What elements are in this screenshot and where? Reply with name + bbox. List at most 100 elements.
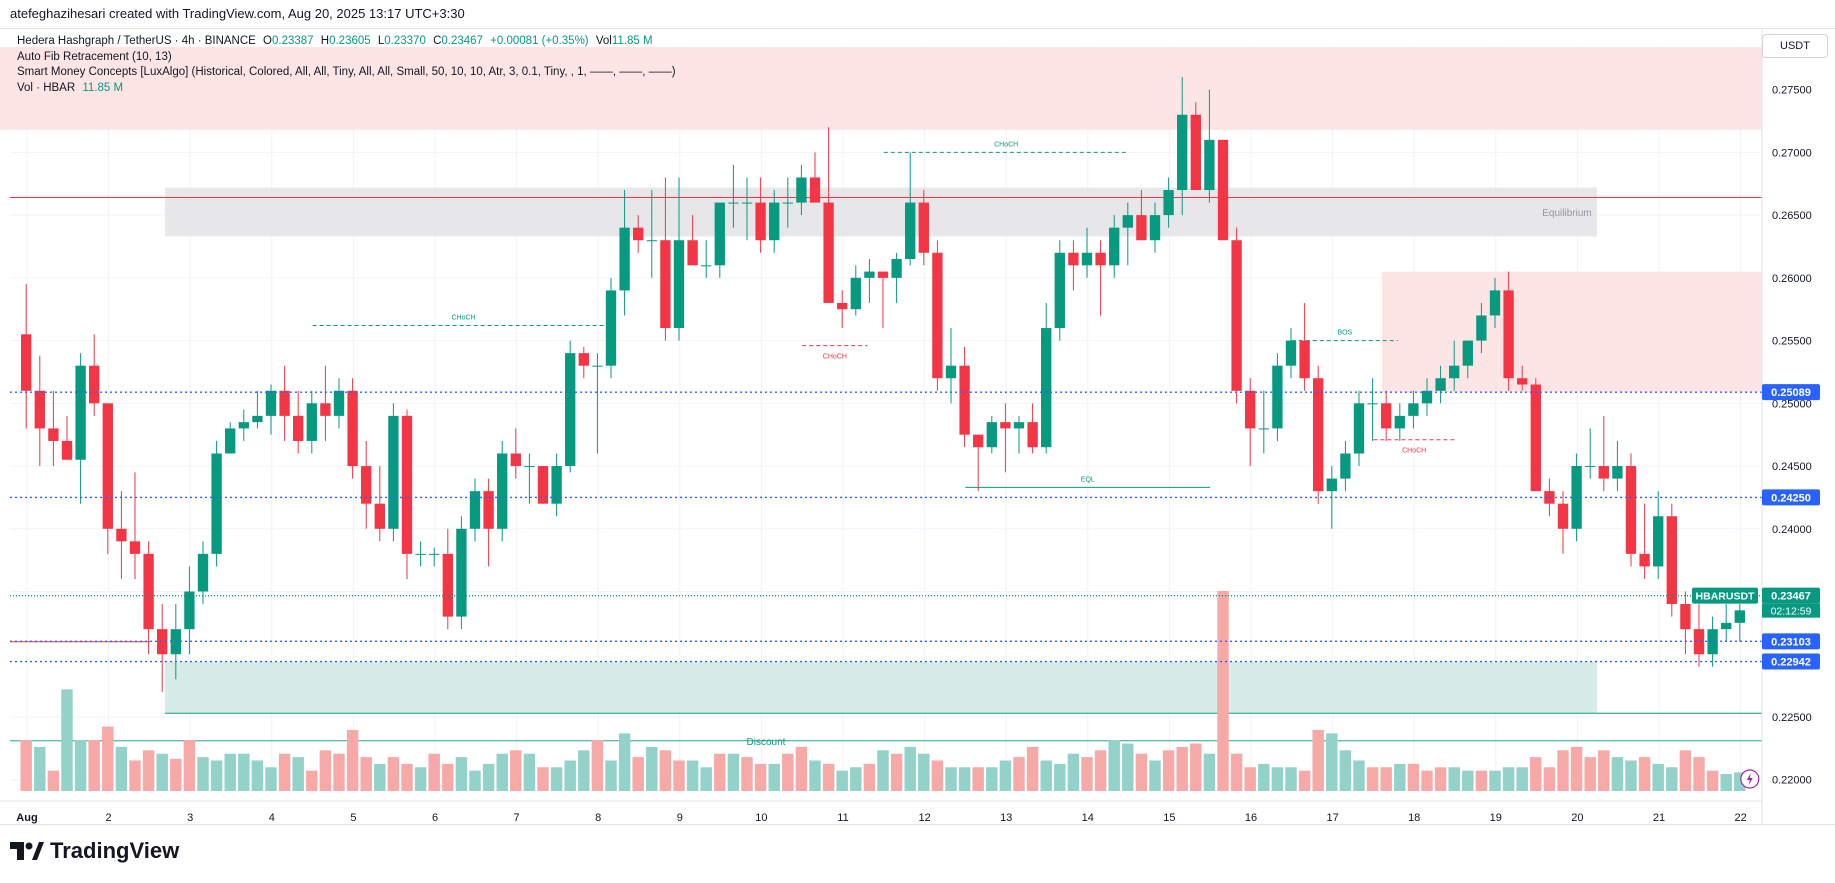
volume-bar	[890, 753, 903, 791]
candle-body	[1680, 604, 1691, 630]
volume-bar	[1666, 767, 1678, 791]
candle-body	[361, 466, 372, 504]
candle-body	[415, 553, 426, 555]
time-axis-tick: 12	[918, 812, 930, 824]
candle-body	[1326, 478, 1337, 492]
candle-body	[809, 177, 821, 203]
currency-button[interactable]: USDT	[1762, 34, 1828, 58]
time-axis-tick: 10	[755, 812, 767, 824]
volume-bar	[1013, 757, 1025, 791]
volume-bar	[686, 760, 699, 791]
structure-label-choch: CHoCH	[994, 141, 1018, 148]
chart-canvas[interactable]: Equilibrium Discount CHoCH CHoCH CHoCH BOS CHo…	[0, 29, 1835, 824]
candle-body	[21, 334, 32, 391]
volume-bar	[292, 757, 304, 791]
candle-body	[75, 365, 86, 460]
volume-bar	[605, 760, 617, 791]
volume-bar	[836, 770, 848, 791]
volume-bar	[768, 763, 780, 791]
candle-body	[1217, 139, 1229, 241]
candle-body	[102, 403, 113, 529]
volume-bar	[1720, 774, 1732, 791]
candle-body	[1000, 422, 1011, 429]
price-axis-tick: 0.22000	[1772, 775, 1812, 787]
candle-body	[306, 403, 317, 441]
candle-body	[1353, 403, 1365, 454]
volume-bar	[795, 746, 808, 791]
volume-bar	[754, 763, 767, 791]
volume-bar	[618, 733, 631, 791]
candle-body	[197, 553, 209, 592]
ohlc-high-label: H	[320, 35, 330, 47]
volume-bar	[1693, 757, 1705, 791]
volume-bar	[278, 753, 291, 791]
indicator-volume-row[interactable]: Vol · HBAR 11.85 M	[17, 81, 676, 97]
volume-bar	[306, 770, 318, 791]
volume-bar	[319, 750, 332, 791]
volume-bar	[170, 758, 182, 791]
volume-bar	[414, 767, 427, 791]
volume-label: Vol	[595, 35, 612, 47]
candle-body	[388, 415, 399, 529]
time-axis-tick: 9	[677, 812, 683, 824]
volume-bar	[918, 753, 930, 791]
price-axis-tick: 0.27000	[1772, 147, 1812, 159]
volume-bar	[1462, 770, 1474, 791]
candle-body	[333, 390, 345, 416]
time-axis-tick: 15	[1163, 812, 1175, 824]
indicator-smc-row[interactable]: Smart Money Concepts [LuxAlgo] (Historic…	[17, 66, 676, 78]
volume-bar	[360, 757, 372, 791]
volume-bar	[47, 770, 60, 791]
volume-bar	[34, 746, 46, 791]
candle-body	[1489, 290, 1501, 316]
candle-body	[850, 277, 861, 310]
symbol-legend-row[interactable]: Hedera Hashgraph / TetherUS · 4h · BINAN…	[17, 34, 676, 50]
countdown-text: 02:12:59	[1771, 606, 1812, 618]
candle-body	[537, 466, 549, 504]
indicator-fib-row[interactable]: Auto Fib Retracement (10, 13)	[17, 50, 172, 63]
candle-body	[238, 422, 249, 429]
symbol-title[interactable]: Hedera Hashgraph / TetherUS · 4h · BINAN…	[17, 35, 256, 47]
price-axis-tick: 0.22500	[1772, 712, 1812, 724]
volume-bar	[1271, 767, 1284, 791]
volume-bar	[1530, 757, 1542, 791]
volume-bar	[1230, 753, 1243, 791]
publisher-caption: atefeghazihesari created with TradingVie…	[10, 6, 465, 21]
candle-body	[1313, 378, 1324, 492]
candle-body	[1394, 415, 1405, 429]
time-axis-tick: 14	[1082, 812, 1094, 824]
candle-body	[1054, 252, 1065, 329]
volume-value: 11.85 M	[611, 35, 653, 47]
volume-bar	[496, 753, 508, 791]
candle-body	[1272, 365, 1283, 429]
time-axis-tick: 5	[350, 812, 356, 824]
candle-body	[578, 353, 589, 366]
volume-bar	[442, 763, 454, 791]
volume-bar	[197, 757, 209, 791]
structure-label-eql: EQL	[1081, 476, 1095, 483]
volume-bar	[659, 750, 672, 791]
candle-body	[837, 302, 848, 310]
volume-bar	[251, 760, 264, 791]
volume-bar	[346, 729, 359, 791]
volume-bar	[1407, 763, 1420, 791]
candle-body	[673, 240, 685, 329]
candle-body	[265, 390, 277, 416]
volume-bar	[1543, 767, 1556, 791]
candle-body	[1707, 629, 1718, 655]
time-axis-tick: 4	[269, 812, 275, 824]
volume-bar	[265, 767, 277, 791]
candle-body	[442, 553, 453, 617]
volume-bar	[210, 760, 223, 791]
volume-bar	[931, 760, 944, 791]
candle-body	[864, 271, 875, 278]
candle-body	[646, 240, 657, 242]
candle-body	[1122, 215, 1133, 228]
volume-bar	[727, 753, 740, 791]
chart-area[interactable]: Equilibrium Discount CHoCH CHoCH CHoCH BOS CHo…	[0, 28, 1835, 825]
volume-bar	[1366, 767, 1379, 791]
volume-bar	[986, 767, 998, 791]
volume-bar	[333, 753, 345, 791]
volume-bar	[591, 740, 604, 791]
tradingview-logo[interactable]: TradingView	[10, 838, 179, 864]
